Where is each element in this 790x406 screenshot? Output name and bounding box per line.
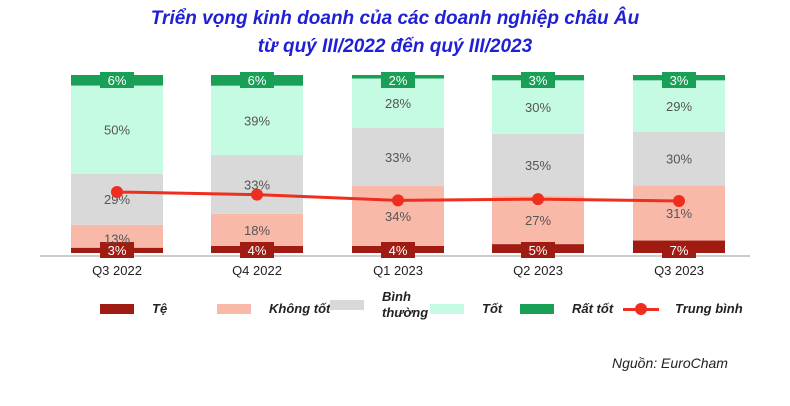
x-tick-label: Q2 2023 xyxy=(513,263,563,278)
rat-tot-label-box xyxy=(381,72,415,88)
chart-title-line-1: Triển vọng kinh doanh của các doanh nghi… xyxy=(150,8,640,29)
data-label: 3% xyxy=(108,243,127,258)
legend-label: Bình thường xyxy=(382,289,429,320)
bar-bình-thường-2 xyxy=(352,127,444,187)
legend-swatch xyxy=(100,304,134,314)
legend-line-swatch xyxy=(623,303,659,315)
data-label: 29% xyxy=(104,192,130,207)
legend-swatch xyxy=(430,304,464,314)
te-label-box xyxy=(662,242,696,258)
x-tick-label: Q3 2023 xyxy=(654,263,704,278)
data-label: 50% xyxy=(104,123,130,138)
legend-item: Tệ xyxy=(100,296,167,322)
legend-item: Trung bình xyxy=(623,296,743,322)
x-tick-label: Q1 2023 xyxy=(373,263,423,278)
bar-không-tốt-1 xyxy=(211,213,303,246)
te-label-box xyxy=(521,242,555,258)
average-point xyxy=(673,195,685,207)
data-label: 2% xyxy=(389,73,408,88)
legend-item: Rất tốt xyxy=(520,296,613,322)
data-label: 3% xyxy=(529,73,548,88)
legend-item: Tốt xyxy=(430,296,502,322)
data-label: 30% xyxy=(666,152,692,167)
bar-bình-thường-1 xyxy=(211,155,303,214)
x-tick-label: Q3 2022 xyxy=(92,263,142,278)
data-label: 4% xyxy=(248,243,267,258)
legend-swatch xyxy=(330,300,364,310)
data-label: 6% xyxy=(248,73,267,88)
rat-tot-label-box xyxy=(240,72,274,88)
average-point xyxy=(392,194,404,207)
data-label: 5% xyxy=(529,243,548,258)
bar-không-tốt-4 xyxy=(633,185,725,241)
legend-label: Tốt xyxy=(482,301,503,316)
bar-tốt-1 xyxy=(211,85,303,156)
data-label: 7% xyxy=(670,243,689,258)
data-label: 27% xyxy=(525,213,551,228)
source-note: Nguồn: EuroCham xyxy=(612,355,728,371)
data-label: 35% xyxy=(525,158,551,173)
average-point xyxy=(532,193,544,206)
average-point xyxy=(111,186,123,198)
legend-item: Không tốt xyxy=(217,296,330,322)
data-label: 4% xyxy=(389,243,408,258)
average-point xyxy=(251,188,263,201)
bar-tốt-4 xyxy=(633,80,725,132)
bar-bình-thường-3 xyxy=(492,133,584,197)
data-label: 28% xyxy=(385,96,411,111)
rat-tot-label-box xyxy=(662,72,696,88)
te-label-box xyxy=(381,242,415,258)
rat-tot-label-box xyxy=(100,72,134,88)
legend-label: Tệ xyxy=(152,301,168,316)
data-label: 34% xyxy=(385,209,411,224)
data-label: 3% xyxy=(670,73,689,88)
data-label: 29% xyxy=(666,99,692,114)
te-label-box xyxy=(100,242,134,258)
legend-label: Rất tốt xyxy=(572,301,614,316)
data-label: 33% xyxy=(385,150,411,165)
bar-tốt-0 xyxy=(71,85,163,174)
bar-không-tốt-0 xyxy=(71,224,163,248)
legend-swatch xyxy=(520,304,554,314)
legend-swatch xyxy=(217,304,251,314)
data-label: 31% xyxy=(666,206,692,221)
te-label-box xyxy=(240,242,274,258)
data-label: 33% xyxy=(244,177,270,192)
rat-tot-label-box xyxy=(521,72,555,88)
data-label: 30% xyxy=(525,100,551,115)
bar-bình-thường-0 xyxy=(71,173,163,225)
chart-title-line-2: từ quý III/2022 đến quý III/2023 xyxy=(257,36,533,57)
bar-tốt-3 xyxy=(492,80,584,134)
x-tick-label: Q4 2022 xyxy=(232,263,282,278)
legend-label: Trung bình xyxy=(675,301,743,316)
legend-label: Không tốt xyxy=(269,301,331,316)
data-label: 6% xyxy=(108,73,127,88)
data-label: 39% xyxy=(244,113,270,128)
stacked-bar-chart: Q3 2022 Q4 2022 Q1 2023 Q2 2023 Q3 2023 3% 4% 4… xyxy=(40,72,750,278)
data-label: 13% xyxy=(104,231,130,246)
data-label: 18% xyxy=(244,223,270,238)
bar-bình-thường-4 xyxy=(633,131,725,186)
legend-item: Bình thường xyxy=(330,289,429,320)
